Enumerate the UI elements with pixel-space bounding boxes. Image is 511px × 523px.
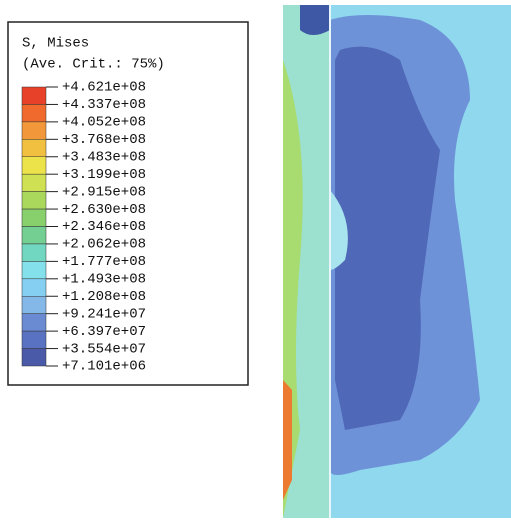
page: {"legend": {"title": "S, Mises", "subtit… bbox=[0, 0, 511, 518]
legend-label: +1.777e+08 bbox=[62, 254, 146, 270]
legend-swatch bbox=[22, 261, 46, 278]
legend-swatch bbox=[22, 209, 46, 226]
legend-label: +3.554e+07 bbox=[62, 341, 146, 357]
legend-swatch bbox=[22, 174, 46, 191]
screenshot: S, Mises (Ave. Crit.: 75%) +4.621e+08+4.… bbox=[0, 0, 511, 518]
legend-swatch bbox=[22, 314, 46, 331]
contour-hot bbox=[283, 380, 292, 500]
legend-swatch bbox=[22, 122, 46, 139]
legend-swatch bbox=[22, 157, 46, 174]
legend-label: +3.768e+08 bbox=[62, 132, 146, 148]
legend-swatch bbox=[22, 331, 46, 348]
legend-label: +7.101e+06 bbox=[62, 359, 146, 375]
legend-swatch bbox=[22, 244, 46, 261]
legend-swatch bbox=[22, 349, 46, 366]
legend-label: +4.052e+08 bbox=[62, 115, 146, 131]
legend-label: +2.630e+08 bbox=[62, 202, 146, 218]
legend-label: +3.483e+08 bbox=[62, 149, 146, 165]
legend-swatch bbox=[22, 104, 46, 121]
legend-swatch bbox=[22, 139, 46, 156]
legend-label: +6.397e+07 bbox=[62, 324, 146, 340]
legend-subtitle: (Ave. Crit.: 75%) bbox=[22, 57, 165, 73]
legend-swatch bbox=[22, 192, 46, 209]
legend-swatch bbox=[22, 87, 46, 104]
legend-label: +4.337e+08 bbox=[62, 97, 146, 113]
legend-swatch bbox=[22, 227, 46, 244]
legend-swatch bbox=[22, 296, 46, 313]
legend-label: +1.493e+08 bbox=[62, 272, 146, 288]
legend-label: +2.346e+08 bbox=[62, 219, 146, 235]
legend-label: +3.199e+08 bbox=[62, 167, 146, 183]
contour-dark-top bbox=[300, 5, 330, 35]
legend-scale: +4.621e+08+4.337e+08 +4.052e+08+3.768e+08… bbox=[22, 80, 146, 375]
legend-label: +4.621e+08 bbox=[62, 80, 146, 96]
legend-label: +1.208e+08 bbox=[62, 289, 146, 305]
legend-label: +9.241e+07 bbox=[62, 306, 146, 322]
legend-title: S, Mises bbox=[22, 36, 89, 52]
contour-image bbox=[283, 5, 511, 518]
legend-label: +2.062e+08 bbox=[62, 237, 146, 253]
legend-label: +2.915e+08 bbox=[62, 184, 146, 200]
legend-swatch bbox=[22, 279, 46, 296]
